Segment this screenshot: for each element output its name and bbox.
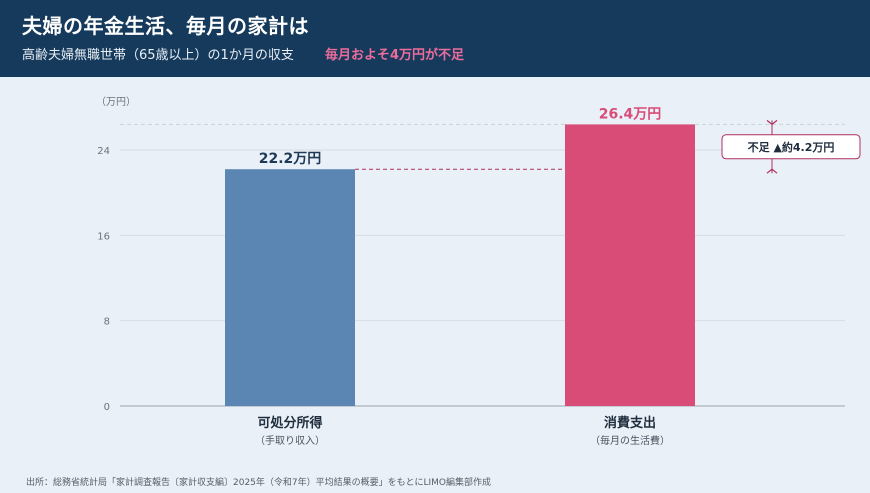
- source-note: 出所：総務省統計局「家計調査報告〔家計収支編〕2025年（令和7年）平均結果の概…: [26, 478, 491, 488]
- y-axis-unit-label: （万円）: [96, 96, 136, 108]
- shortfall-label: 不足 ▲約4.2万円: [748, 140, 835, 154]
- category-label-1: 消費支出: [604, 415, 656, 431]
- value-label-0: 22.2万円: [259, 151, 322, 167]
- bracket-bottom-arrow: [766, 168, 778, 174]
- category-sublabel-1: （毎月の生活費）: [590, 434, 670, 447]
- shortfall-highlight: 毎月およそ4万円が不足: [325, 48, 465, 63]
- y-tick-labels: 0 8 16 24: [97, 146, 110, 413]
- bars: [225, 124, 695, 407]
- header: 夫婦の年金生活、毎月の家計は 高齢夫婦無職世帯（65歳以上）の1か月の収支 毎月…: [0, 0, 870, 77]
- y-tick-8: 8: [104, 317, 110, 328]
- page-title: 夫婦の年金生活、毎月の家計は: [22, 14, 309, 38]
- y-tick-24: 24: [97, 146, 110, 157]
- value-label-1: 26.4万円: [599, 106, 662, 122]
- bracket-top-arrow: [766, 119, 778, 126]
- y-tick-16: 16: [97, 231, 110, 242]
- bar-spending: [565, 124, 695, 407]
- category-label-0: 可処分所得: [257, 415, 322, 431]
- bar-income: [225, 169, 355, 406]
- y-tick-0: 0: [104, 402, 110, 413]
- shortfall-label-box: [721, 134, 861, 160]
- shortfall-annotation: 不足 ▲約4.2万円: [120, 119, 861, 174]
- category-sublabel-0: （手取り収入）: [255, 434, 325, 447]
- page-subtitle: 高齢夫婦無職世帯（65歳以上）の1か月の収支: [22, 48, 294, 63]
